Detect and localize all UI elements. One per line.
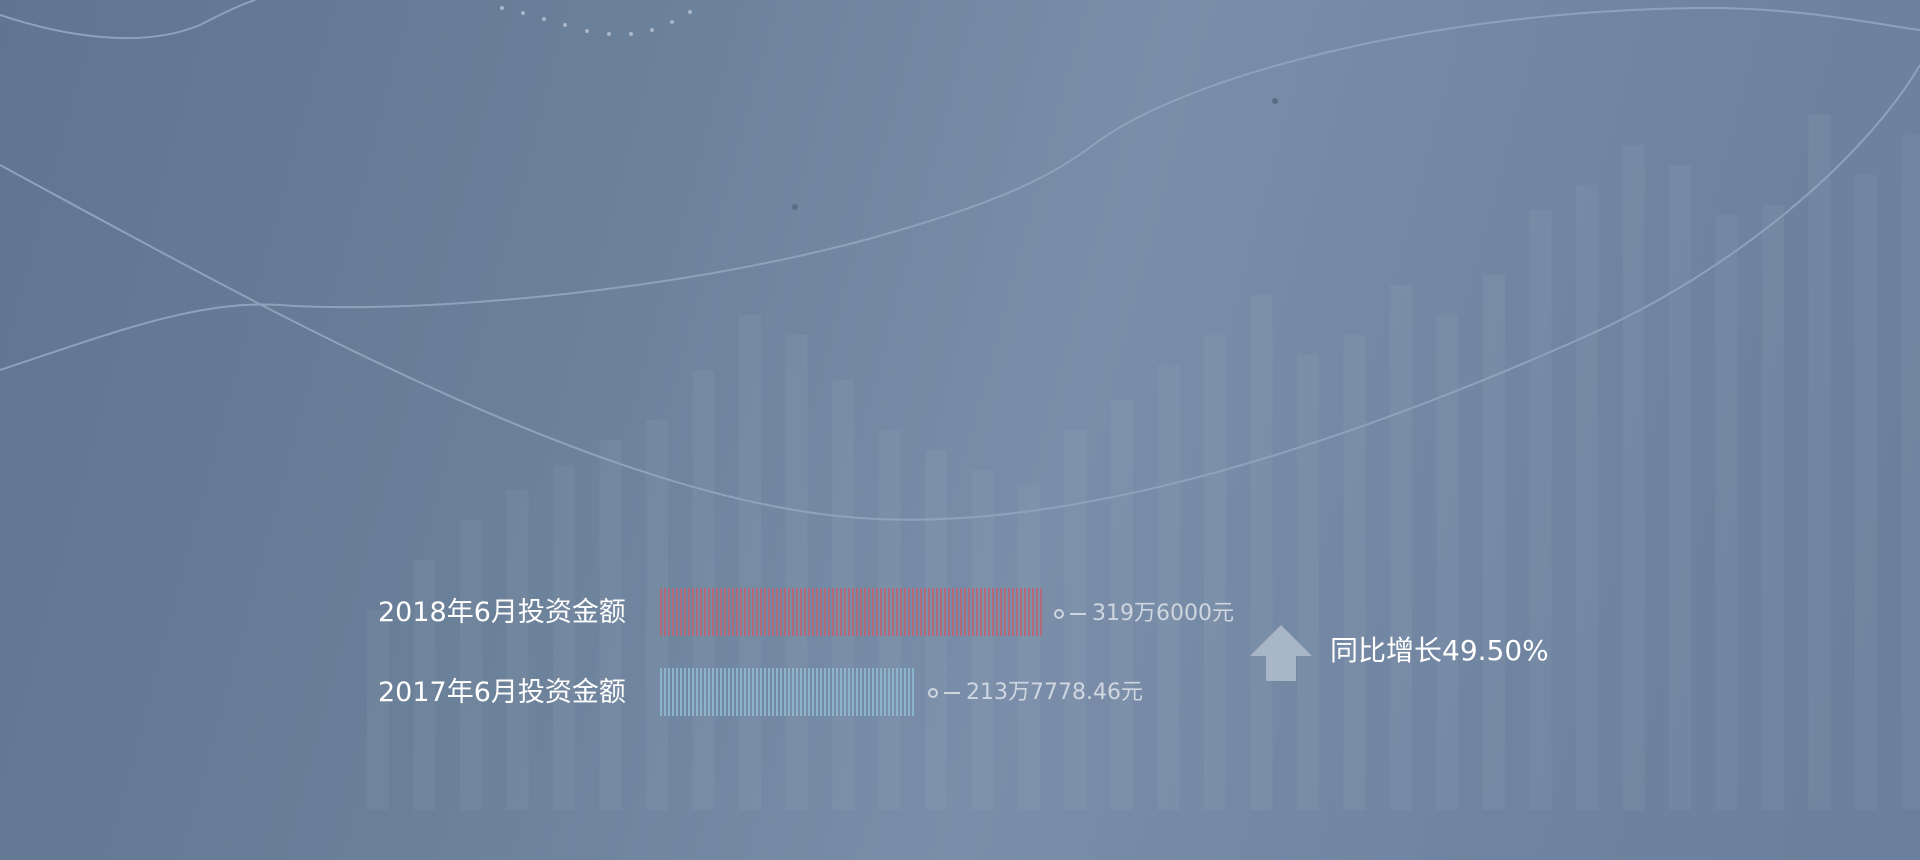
background-bar	[1483, 275, 1505, 810]
background-bar	[1436, 315, 1459, 810]
background-bar	[1204, 335, 1226, 810]
background-bar	[413, 560, 436, 810]
value-label: 213万7778.46元	[928, 679, 1143, 707]
background-bar-pattern	[367, 115, 1920, 810]
background-bar	[1855, 175, 1877, 810]
background-curve	[0, 64, 1920, 521]
bar-2017	[660, 668, 916, 716]
background-bar	[971, 470, 994, 810]
pointer-line-icon	[1070, 613, 1086, 615]
background-dotted-arc	[500, 6, 692, 36]
background-bar	[1576, 185, 1598, 810]
background-bar	[599, 440, 622, 810]
background-bar	[1018, 485, 1040, 810]
background-dot	[792, 204, 798, 210]
background-dot	[1272, 98, 1278, 104]
background-bar	[785, 335, 808, 810]
background-bar	[1250, 295, 1273, 810]
background-curve	[0, 6, 1920, 371]
pointer-line-icon	[944, 692, 960, 694]
bar-2018	[660, 588, 1042, 636]
background-bar	[1622, 145, 1645, 810]
pointer-dot-icon	[1054, 609, 1064, 619]
background-bar	[553, 465, 575, 810]
value-text: 213万7778.46元	[966, 680, 1143, 705]
background-bar	[460, 520, 482, 810]
background-bar	[506, 490, 529, 810]
background-bar	[1157, 365, 1180, 810]
background-bar	[1901, 135, 1920, 810]
background-bar	[1762, 205, 1784, 810]
background-bar	[1390, 285, 1412, 810]
background-bar	[1529, 210, 1552, 810]
value-text: 319万6000元	[1092, 601, 1234, 626]
background-bar	[1064, 430, 1087, 810]
background-bar	[1111, 400, 1133, 810]
background-bar	[739, 315, 761, 810]
background-bar	[1808, 115, 1831, 810]
category-label: 2018年6月投资金额	[378, 597, 626, 628]
background-curve	[0, 0, 256, 40]
background-bar	[1297, 355, 1319, 810]
background-bar	[367, 610, 389, 810]
background-bar	[1669, 165, 1691, 810]
growth-annotation: 同比增长49.50%	[1330, 634, 1549, 667]
value-label: 319万6000元	[1054, 600, 1234, 628]
pointer-dot-icon	[928, 688, 938, 698]
background-bar	[1343, 335, 1366, 810]
background-bar	[1715, 215, 1738, 810]
category-label: 2017年6月投资金额	[378, 677, 626, 708]
up-arrow-icon	[1250, 625, 1312, 681]
